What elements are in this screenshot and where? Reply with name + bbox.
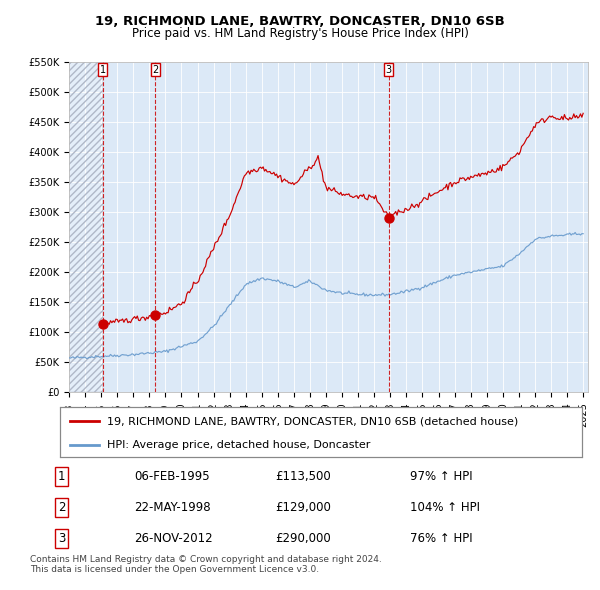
Text: 3: 3 [386,65,392,75]
Text: 76% ↑ HPI: 76% ↑ HPI [410,532,472,545]
Text: £129,000: £129,000 [275,502,331,514]
Text: 1: 1 [58,470,65,483]
Text: Contains HM Land Registry data © Crown copyright and database right 2024.
This d: Contains HM Land Registry data © Crown c… [30,555,382,574]
Text: 3: 3 [58,532,65,545]
Text: 104% ↑ HPI: 104% ↑ HPI [410,502,480,514]
Text: 19, RICHMOND LANE, BAWTRY, DONCASTER, DN10 6SB: 19, RICHMOND LANE, BAWTRY, DONCASTER, DN… [95,15,505,28]
Text: 97% ↑ HPI: 97% ↑ HPI [410,470,472,483]
Bar [69,62,103,392]
Text: 19, RICHMOND LANE, BAWTRY, DONCASTER, DN10 6SB (detached house): 19, RICHMOND LANE, BAWTRY, DONCASTER, DN… [107,416,518,426]
Text: £113,500: £113,500 [275,470,331,483]
Text: 2: 2 [58,502,65,514]
Text: 1: 1 [100,65,106,75]
Text: 22-MAY-1998: 22-MAY-1998 [134,502,211,514]
Text: Price paid vs. HM Land Registry's House Price Index (HPI): Price paid vs. HM Land Registry's House … [131,27,469,40]
Text: 26-NOV-2012: 26-NOV-2012 [134,532,213,545]
Text: £290,000: £290,000 [275,532,331,545]
Bar [69,62,103,392]
Text: 2: 2 [152,65,158,75]
Text: HPI: Average price, detached house, Doncaster: HPI: Average price, detached house, Donc… [107,440,370,450]
Text: 06-FEB-1995: 06-FEB-1995 [134,470,210,483]
